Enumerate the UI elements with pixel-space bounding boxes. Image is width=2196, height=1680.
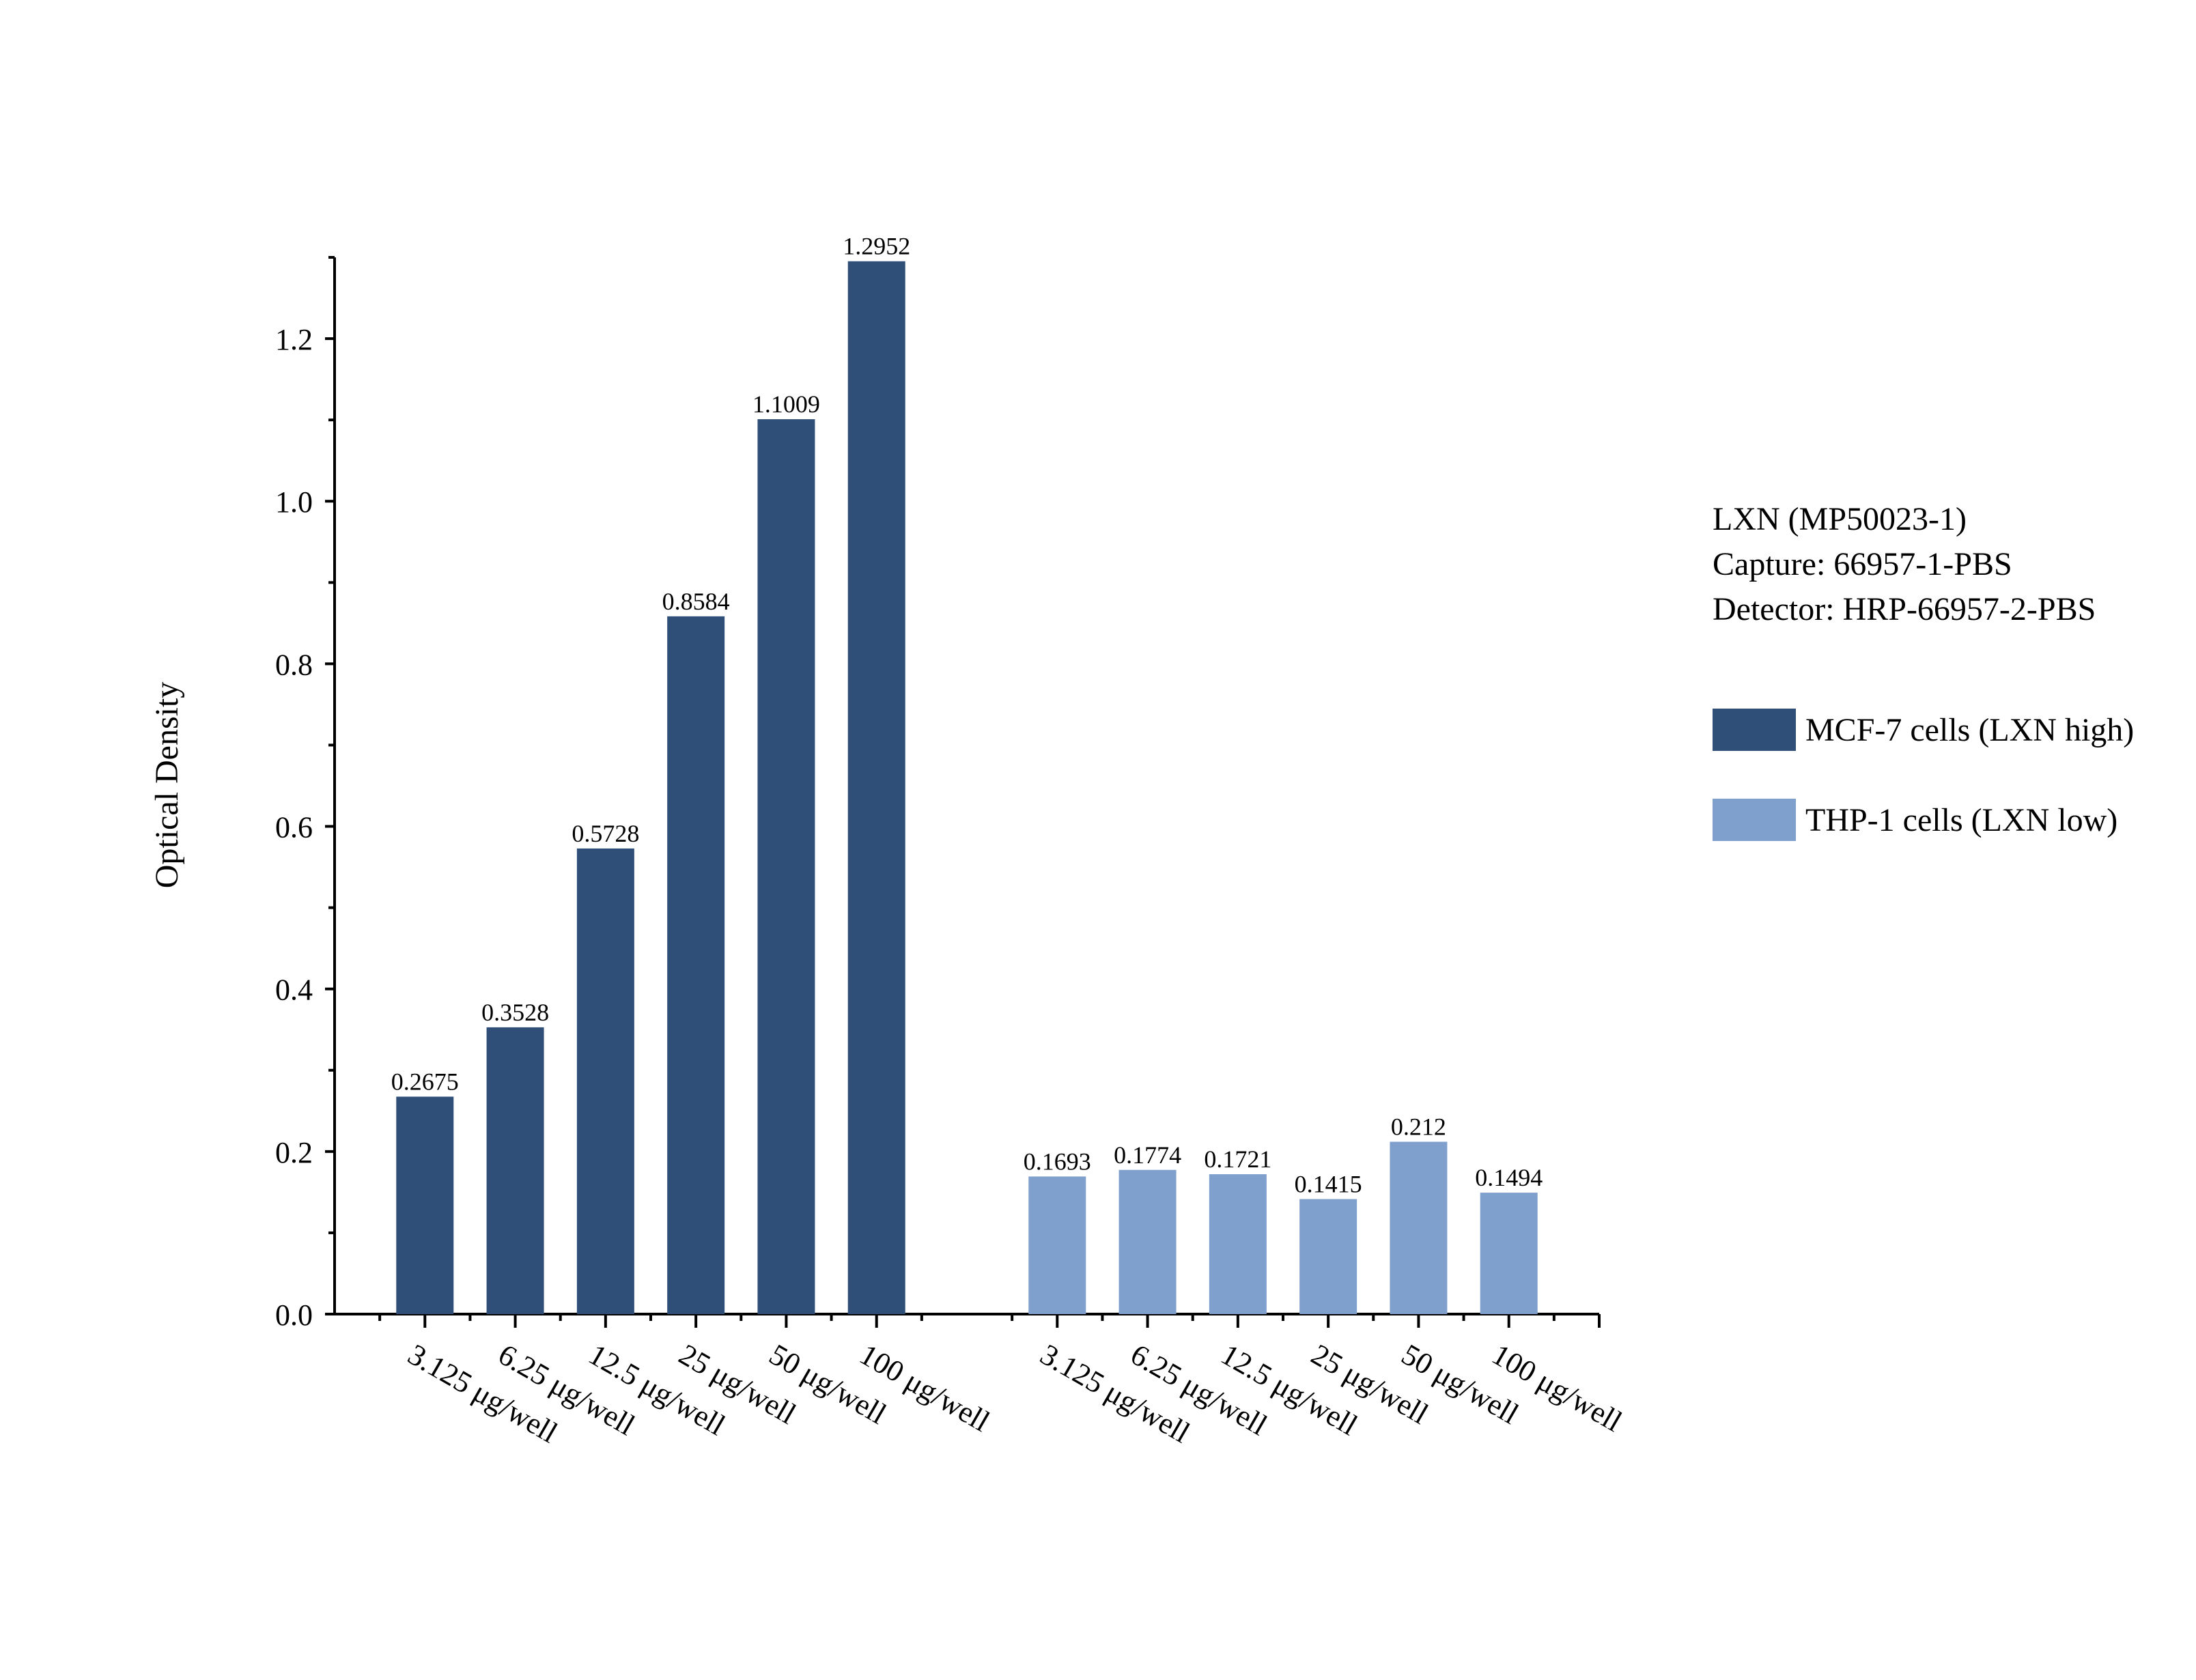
bar-thp1-1 [1028,1176,1086,1314]
data-label: 1.2952 [843,233,910,260]
y-tick-label: 1.2 [275,323,313,356]
assay-annotation: LXN (MP50023-1) Capture: 66957-1-PBS Det… [1713,497,2096,632]
data-label: 0.2675 [391,1068,459,1095]
data-label: 0.1693 [1024,1148,1091,1175]
axes: 0.0 0.2 0.4 0.6 0.8 1.0 1.2 [275,256,1601,1332]
bar-mcf7-6 [847,261,905,1314]
y-tick-label: 0.2 [275,1136,313,1169]
data-label: 0.212 [1391,1113,1446,1141]
data-label: 1.1009 [752,390,820,418]
data-label: 0.1721 [1204,1145,1271,1173]
bar-mcf7-3 [576,848,634,1314]
legend-label-mcf7: MCF-7 cells (LXN high) [1805,711,2135,748]
y-tick-label: 0.0 [275,1298,313,1332]
data-label: 0.1415 [1295,1171,1362,1198]
annotation-line-antigen: LXN (MP50023-1) [1713,501,1967,537]
legend-swatch-thp1 [1713,799,1796,841]
data-label: 0.3528 [481,999,549,1026]
bar-mcf7-5 [757,419,815,1314]
data-label: 0.1774 [1114,1141,1181,1169]
bar-mcf7-1 [396,1096,454,1314]
y-tick-label: 0.8 [275,648,313,681]
legend-swatch-mcf7 [1713,709,1796,751]
y-axis-title: Optical Density [149,682,185,889]
annotation-line-detector: Detector: HRP-66957-2-PBS [1713,591,2096,627]
legend-label-thp1: THP-1 cells (LXN low) [1805,801,2118,838]
data-label: 0.8584 [662,588,730,615]
bars [396,261,1538,1314]
bar-thp1-6 [1480,1193,1538,1314]
data-label: 0.5728 [572,820,639,847]
data-label: 0.1494 [1475,1164,1543,1191]
bar-thp1-5 [1390,1141,1448,1314]
y-tick-label: 1.0 [275,485,313,519]
bar-mcf7-2 [486,1027,544,1314]
y-tick-label: 0.4 [275,973,313,1007]
legend-item-mcf7: MCF-7 cells (LXN high) [1713,709,2134,751]
annotation-line-capture: Capture: 66957-1-PBS [1713,546,2012,582]
bar-thp1-3 [1209,1174,1267,1314]
bar-thp1-4 [1299,1199,1357,1314]
y-tick-label: 0.6 [275,811,313,844]
bar-mcf7-4 [667,616,725,1314]
legend-item-thp1: THP-1 cells (LXN low) [1713,799,2117,841]
bar-thp1-2 [1118,1169,1177,1314]
